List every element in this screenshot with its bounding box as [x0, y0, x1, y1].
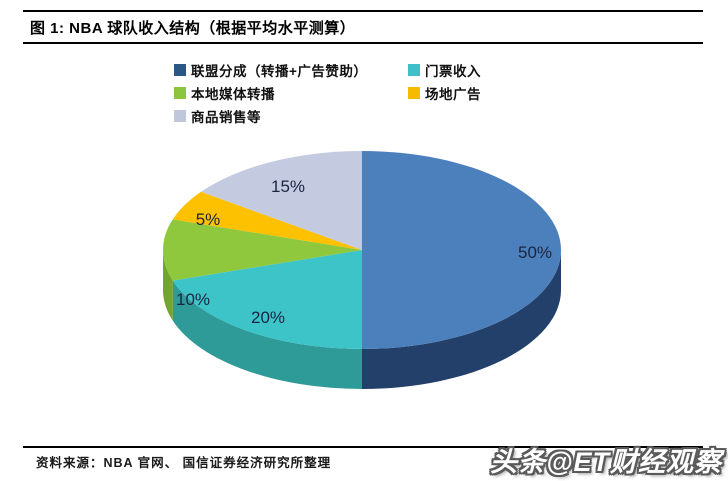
legend-item-merchandise: 商品销售等: [174, 109, 408, 125]
pie-label-2: 10%: [176, 290, 210, 309]
pie-label-4: 15%: [271, 177, 305, 196]
legend-swatch-icon: [174, 87, 186, 99]
top-divider: [23, 10, 703, 12]
pie-side-1: [172, 280, 362, 389]
legend-item-league-share: 联盟分成（转播+广告赞助）: [174, 63, 408, 79]
figure-title: 图 1: NBA 球队收入结构（根据平均水平测算）: [30, 20, 356, 37]
legend-item-ticket-revenue: 门票收入: [408, 63, 481, 79]
legend-label: 联盟分成（转播+广告赞助）: [191, 64, 368, 79]
pie-slice-4: [201, 151, 362, 250]
bottom-divider: [23, 446, 703, 448]
pie-slice-0: [362, 151, 561, 349]
pie-side-2: [163, 250, 173, 321]
title-divider: [23, 42, 703, 44]
legend-swatch-icon: [174, 64, 186, 76]
chart-legend: 联盟分成（转播+广告赞助） 门票收入 本地媒体转播 场地广告 商品销售等: [174, 63, 481, 125]
pie-label-3: 5%: [196, 210, 221, 229]
legend-label: 门票收入: [425, 64, 481, 79]
legend-label: 场地广告: [425, 87, 481, 102]
pie-slice-3: [172, 191, 362, 250]
watermark-text: 头条@ET财经观察: [490, 447, 722, 477]
legend-item-local-media: 本地媒体转播: [174, 86, 408, 102]
legend-swatch-icon: [408, 64, 420, 76]
legend-swatch-icon: [408, 87, 420, 99]
legend-item-venue-ads: 场地广告: [408, 86, 481, 102]
pie-label-0: 50%: [518, 243, 552, 262]
legend-label: 商品销售等: [191, 110, 261, 125]
pie-slice-2: [162, 219, 362, 281]
source-note: 资料来源：NBA 官网、 国信证券经济研究所整理: [36, 456, 332, 470]
pie-label-1: 20%: [251, 308, 285, 327]
legend-label: 本地媒体转播: [191, 87, 275, 102]
pie-side-0: [362, 250, 561, 389]
legend-swatch-icon: [174, 110, 186, 122]
pie-slice-1: [172, 250, 362, 349]
